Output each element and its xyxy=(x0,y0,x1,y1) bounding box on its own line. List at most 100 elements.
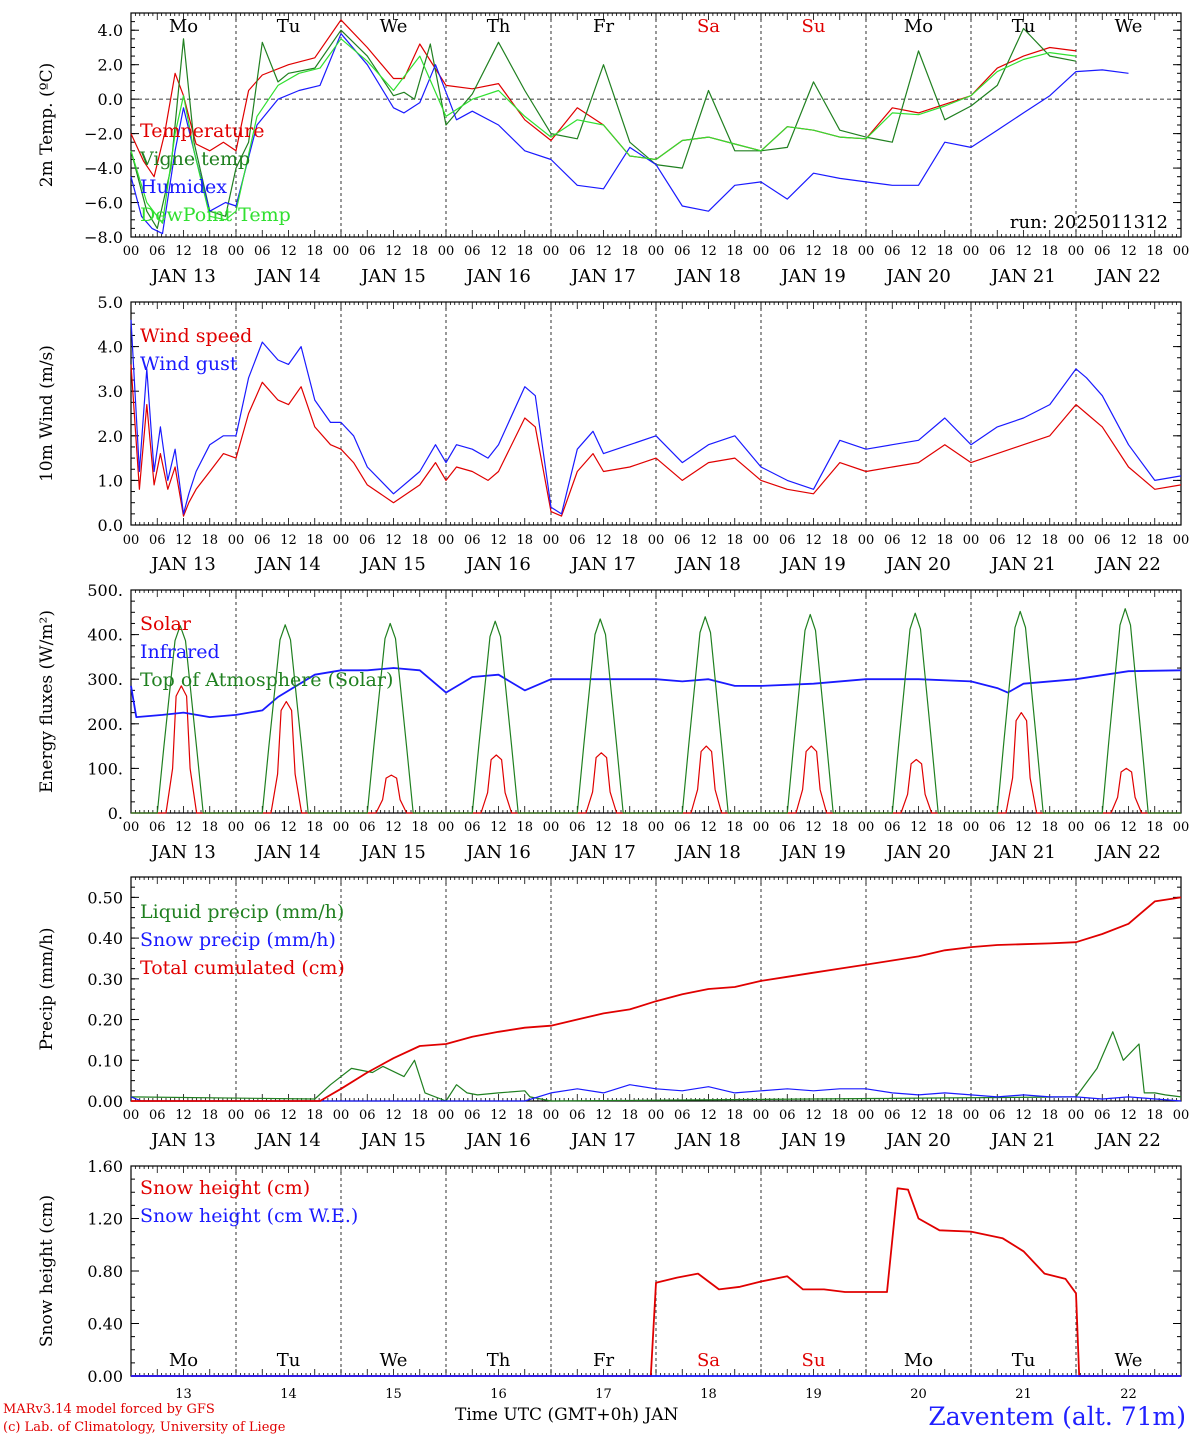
panel-4: 0.00 0.10 0.20 0.30 0.40 0.50 Precip (mm/h) 00 0… xyxy=(37,876,1189,1151)
hour-tick-label: 06 xyxy=(254,533,271,548)
series-line-humidex xyxy=(130,33,1129,235)
hour-tick-label: 12 xyxy=(595,820,612,835)
hour-tick-label: 00 xyxy=(648,533,665,548)
hour-tick-label: 00 xyxy=(228,533,245,548)
hour-tick-label: 06 xyxy=(359,1108,376,1123)
hour-tick-label: 00 xyxy=(123,820,140,835)
hour-tick-label: 06 xyxy=(779,820,796,835)
y-tick-label: 1.0 xyxy=(98,471,123,490)
hour-tick-label: 00 xyxy=(963,244,980,259)
plot-frame xyxy=(130,301,1182,526)
hour-tick-label: 00 xyxy=(648,244,665,259)
hour-tick-label: 18 xyxy=(1146,533,1163,548)
hour-tick-label: 12 xyxy=(280,244,297,259)
hour-tick-label: 00 xyxy=(333,533,350,548)
hour-tick-label: 18 xyxy=(1041,533,1058,548)
hour-tick-label: 18 xyxy=(621,820,638,835)
hour-tick-label: 12 xyxy=(1120,820,1137,835)
date-label: JAN 22 xyxy=(1094,554,1161,575)
legend-label: Top of Atmosphere (Solar) xyxy=(140,669,393,691)
hour-tick-label: 00 xyxy=(753,1108,770,1123)
hour-tick-label: 18 xyxy=(306,1108,323,1123)
legend-label: Solar xyxy=(140,613,192,635)
hour-tick-label: 18 xyxy=(831,820,848,835)
hour-tick-label: 18 xyxy=(516,533,533,548)
y-tick-label: 2.0 xyxy=(98,56,123,75)
hour-tick-label: 06 xyxy=(464,533,481,548)
hour-tick-label: 18 xyxy=(621,533,638,548)
hour-tick-label: 00 xyxy=(648,1108,665,1123)
hour-tick-label: 00 xyxy=(753,244,770,259)
hour-tick-label: 00 xyxy=(1068,244,1085,259)
hour-tick-label: 12 xyxy=(595,244,612,259)
day-number-label: 17 xyxy=(595,1387,612,1402)
y-tick-label: 0.00 xyxy=(87,1092,123,1111)
hour-tick-label: 12 xyxy=(700,533,717,548)
hour-tick-label: 06 xyxy=(254,1108,271,1123)
hour-tick-label: 12 xyxy=(1120,244,1137,259)
hour-tick-label: 12 xyxy=(910,820,927,835)
legend-label: Snow precip (mm/h) xyxy=(140,929,336,951)
series-line-snow-precip-mm-h xyxy=(130,1084,1182,1102)
hour-tick-label: 18 xyxy=(306,820,323,835)
day-number-label: 13 xyxy=(175,1387,192,1402)
y-tick-label: 0.00 xyxy=(87,1367,123,1386)
day-number-label: 16 xyxy=(490,1387,507,1402)
y-axis-label: 2m Temp. (ºC) xyxy=(37,63,57,188)
hour-tick-label: 12 xyxy=(700,820,717,835)
date-label: JAN 18 xyxy=(674,554,741,575)
hour-tick-label: 06 xyxy=(569,533,586,548)
model-credit: MARv3.14 model forced by GFS xyxy=(3,1402,215,1417)
series-line-temperature xyxy=(130,19,1077,178)
plot-frame xyxy=(130,589,1182,814)
hour-tick-label: 00 xyxy=(438,1108,455,1123)
series-line-dewpoint-temp xyxy=(130,38,1077,224)
hour-tick-label: 12 xyxy=(805,1108,822,1123)
run-label: run: 2025011312 xyxy=(1010,212,1168,233)
hour-tick-label: 06 xyxy=(359,533,376,548)
hour-tick-label: 12 xyxy=(1015,820,1032,835)
hour-tick-label: 00 xyxy=(1068,1108,1085,1123)
y-tick-label: −8.0 xyxy=(84,228,123,247)
date-label: JAN 16 xyxy=(464,1130,531,1151)
date-label: JAN 13 xyxy=(149,554,216,575)
y-axis-label: Snow height (cm) xyxy=(37,1195,57,1347)
date-label: JAN 16 xyxy=(464,554,531,575)
hour-tick-label: 06 xyxy=(149,820,166,835)
hour-tick-label: 12 xyxy=(490,1108,507,1123)
panel-3: 0. 100. 200. 300. 400. 500. Energy fluxes (W/m… xyxy=(37,581,1189,863)
date-label: JAN 20 xyxy=(884,554,951,575)
hour-tick-label: 00 xyxy=(543,820,560,835)
hour-tick-label: 18 xyxy=(201,533,218,548)
legend-label: Snow height (cm W.E.) xyxy=(140,1205,358,1227)
date-label: JAN 15 xyxy=(359,1130,426,1151)
hour-tick-label: 18 xyxy=(1146,820,1163,835)
y-tick-label: −6.0 xyxy=(84,194,123,213)
hour-tick-label: 06 xyxy=(569,244,586,259)
date-label: JAN 17 xyxy=(569,554,636,575)
hour-tick-label: 12 xyxy=(490,820,507,835)
panel-1: −8.0 −6.0 −4.0 −2.0 0.0 2.0 4.0 2m Temp. (ºC) 00… xyxy=(37,12,1189,287)
y-tick-label: 0.80 xyxy=(87,1262,123,1281)
y-tick-label: 4.0 xyxy=(98,338,123,357)
date-label: JAN 15 xyxy=(359,266,426,287)
date-label: JAN 14 xyxy=(254,554,321,575)
hour-tick-label: 12 xyxy=(595,533,612,548)
hour-tick-label: 12 xyxy=(805,244,822,259)
hour-tick-label: 06 xyxy=(149,533,166,548)
hour-tick-label: 12 xyxy=(175,244,192,259)
hour-tick-label: 12 xyxy=(595,1108,612,1123)
hour-tick-label: 18 xyxy=(831,533,848,548)
y-axis-label: Energy fluxes (W/m²) xyxy=(37,610,57,793)
weekday-label: Mo xyxy=(169,16,198,37)
hour-tick-label: 18 xyxy=(1041,244,1058,259)
date-label: JAN 13 xyxy=(149,842,216,863)
hour-tick-label: 12 xyxy=(1120,1108,1137,1123)
hour-tick-label: 06 xyxy=(779,1108,796,1123)
hour-tick-label: 06 xyxy=(359,244,376,259)
day-number-label: 19 xyxy=(805,1387,822,1402)
date-label: JAN 18 xyxy=(674,842,741,863)
hour-tick-label: 12 xyxy=(1015,244,1032,259)
y-tick-label: 0.40 xyxy=(87,929,123,948)
hour-tick-label: 18 xyxy=(411,1108,428,1123)
